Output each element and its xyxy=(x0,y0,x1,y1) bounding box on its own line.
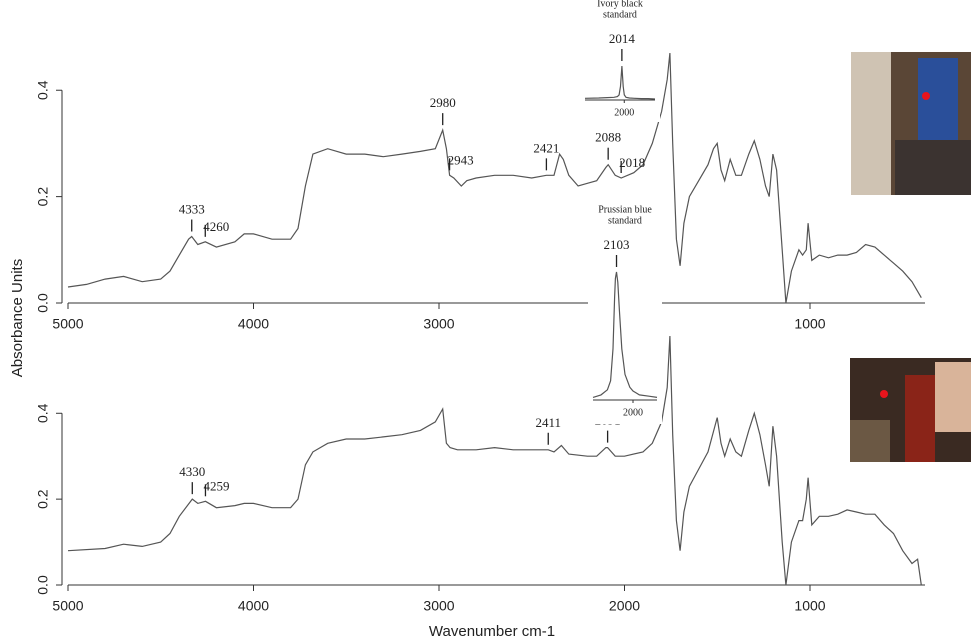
x-tick-label: 3000 xyxy=(423,598,454,614)
peak-label: 4260 xyxy=(203,219,229,234)
peak-label: 4333 xyxy=(179,201,205,216)
x-tick-label: 4000 xyxy=(238,598,269,614)
x-tick-label: 3000 xyxy=(423,316,454,332)
spectrum-line xyxy=(584,65,656,100)
inset-title: Ivory black xyxy=(597,0,643,9)
peak-label: 2943 xyxy=(448,152,474,167)
painting-top xyxy=(851,52,971,195)
peak-label: 4259 xyxy=(203,478,229,493)
y-tick-label: 0.2 xyxy=(35,187,51,207)
peak-label: 2018 xyxy=(619,155,645,170)
inset-background xyxy=(580,14,660,122)
peak-label: 2088 xyxy=(595,130,621,145)
y-tick-label: 0.0 xyxy=(35,293,51,313)
y-tick-label: 0.0 xyxy=(35,575,51,595)
x-tick-label: 4000 xyxy=(238,316,269,332)
y-tick-label: 0.4 xyxy=(35,403,51,423)
x-axis-label: Wavenumber cm-1 xyxy=(429,623,555,640)
peak-label: 2411 xyxy=(535,415,561,430)
y-tick-label: 0.4 xyxy=(35,80,51,100)
inset-background xyxy=(588,212,662,424)
painting-bottom xyxy=(850,358,971,462)
spectrum-line xyxy=(67,335,922,586)
x-tick-label: 1000 xyxy=(794,598,825,614)
inset-title: standard xyxy=(603,9,637,20)
peak-label: 4330 xyxy=(179,464,205,479)
x-tick-label: 5000 xyxy=(52,316,83,332)
x-tick-label: 5000 xyxy=(52,598,83,614)
y-tick-label: 0.2 xyxy=(35,489,51,509)
x-tick-label: 2000 xyxy=(609,598,640,614)
spectrum-line xyxy=(592,271,658,398)
inset-title: standard xyxy=(608,215,642,226)
peak-label: 2421 xyxy=(533,140,559,155)
x-tick-label: 1000 xyxy=(794,316,825,332)
peak-label: 2980 xyxy=(430,95,456,110)
spectrum-line xyxy=(67,52,922,304)
y-axis-label: Absorbance Units xyxy=(9,259,26,377)
peak-label: 2103 xyxy=(604,237,630,252)
inset-title: Prussian blue xyxy=(598,204,652,215)
x-tick-label: 2000 xyxy=(614,107,634,118)
peak-label: 2014 xyxy=(609,31,636,46)
x-tick-label: 2000 xyxy=(623,407,643,418)
